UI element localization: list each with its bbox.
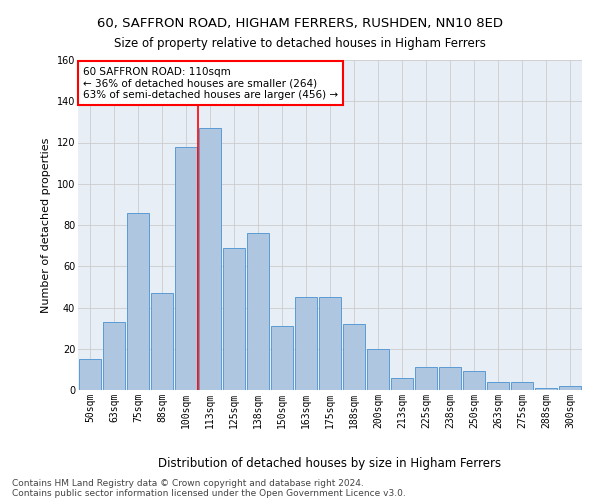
Bar [535, 388, 557, 390]
Y-axis label: Number of detached properties: Number of detached properties [41, 138, 51, 312]
Bar [463, 372, 485, 390]
Bar [511, 382, 533, 390]
Bar [319, 297, 341, 390]
Text: Contains HM Land Registry data © Crown copyright and database right 2024.: Contains HM Land Registry data © Crown c… [12, 478, 364, 488]
Bar [367, 349, 389, 390]
Text: Size of property relative to detached houses in Higham Ferrers: Size of property relative to detached ho… [114, 38, 486, 51]
Bar [103, 322, 125, 390]
Bar [151, 293, 173, 390]
Bar [439, 368, 461, 390]
Bar [127, 212, 149, 390]
Text: 60 SAFFRON ROAD: 110sqm
← 36% of detached houses are smaller (264)
63% of semi-d: 60 SAFFRON ROAD: 110sqm ← 36% of detache… [83, 66, 338, 100]
Bar [271, 326, 293, 390]
Bar [199, 128, 221, 390]
Bar [487, 382, 509, 390]
Bar [79, 359, 101, 390]
Bar [247, 233, 269, 390]
Bar [175, 146, 197, 390]
Bar [223, 248, 245, 390]
Bar [559, 386, 581, 390]
Bar [295, 297, 317, 390]
Bar [391, 378, 413, 390]
Text: Distribution of detached houses by size in Higham Ferrers: Distribution of detached houses by size … [158, 458, 502, 470]
Bar [343, 324, 365, 390]
Text: Contains public sector information licensed under the Open Government Licence v3: Contains public sector information licen… [12, 488, 406, 498]
Text: 60, SAFFRON ROAD, HIGHAM FERRERS, RUSHDEN, NN10 8ED: 60, SAFFRON ROAD, HIGHAM FERRERS, RUSHDE… [97, 18, 503, 30]
Bar [415, 368, 437, 390]
